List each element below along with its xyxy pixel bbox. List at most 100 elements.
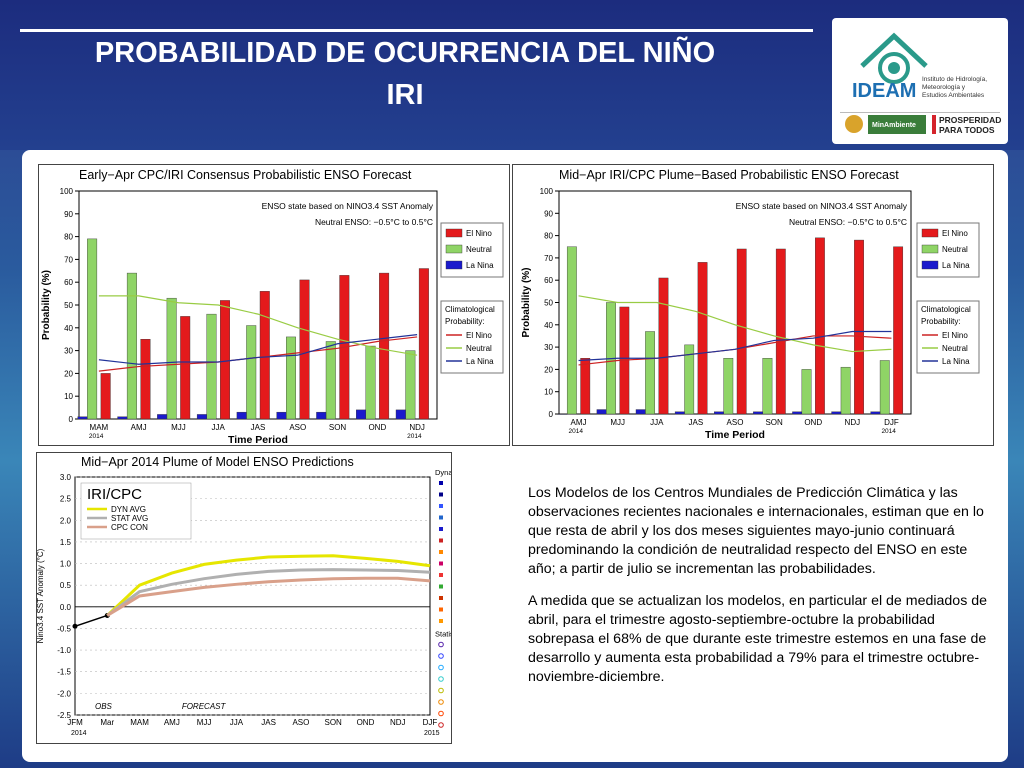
bar-neutral	[645, 331, 655, 415]
title-line-2: IRI	[386, 79, 424, 111]
ideam-logo: IDEAM Instituto de Hidrología, Meteorolo…	[840, 32, 1001, 135]
x-axis-label: Time Period	[228, 434, 288, 445]
climatology-legend-label: Neutral	[466, 344, 492, 353]
dynamical-model-marker	[439, 573, 443, 577]
bar-la-nina	[316, 411, 327, 420]
y-tick-label: -2.5	[57, 711, 71, 720]
dynamical-model-marker	[439, 596, 443, 600]
consensus-forecast-chart: Early−Apr CPC/IRI Consensus Probabilisti…	[41, 168, 504, 446]
statistical-model-marker	[438, 676, 444, 682]
dynamical-model-marker	[439, 619, 443, 623]
y-tick-label: 80	[64, 233, 73, 242]
x-tick-label: MAM	[130, 718, 149, 727]
chart-title: Mid−Apr 2014 Plume of Model ENSO Predict…	[81, 455, 354, 469]
bar-neutral	[87, 238, 98, 420]
y-tick-label: 1.0	[60, 560, 72, 569]
x-tick-label: OND	[357, 718, 375, 727]
obs-point	[72, 623, 78, 629]
x-tick-label: JJA	[650, 418, 664, 427]
y-axis-label: Probability (%)	[41, 270, 52, 340]
avg-line-dyn_avg	[106, 554, 431, 617]
statistical-model-marker	[438, 664, 444, 671]
x-tick-label: AMJ	[131, 423, 147, 432]
legend-label: El Nino	[466, 229, 492, 238]
x-tick-label: ASO	[727, 418, 744, 427]
x-tick-label: ASO	[292, 718, 309, 727]
x-tick-label: JJA	[230, 718, 244, 727]
x-axis-label: Time Period	[705, 429, 765, 441]
logo-tagline-3: Estudios Ambientales	[922, 92, 985, 99]
bar-la-nina	[117, 416, 128, 420]
legend-label: El Nino	[942, 229, 968, 238]
slogan-2: PARA TODOS	[939, 125, 995, 135]
avg-legend-label: DYN AVG	[111, 505, 146, 514]
year-end-label: 2015	[424, 730, 440, 737]
avg-legend-label: CPC CON	[111, 523, 148, 532]
y-tick-label: 80	[544, 232, 553, 241]
model-plume-chart: Mid−Apr 2014 Plume of Model ENSO Predict…	[36, 455, 495, 737]
climatology-legend-label: El Nino	[466, 331, 492, 340]
x-tick-label: OND	[368, 423, 386, 432]
legend-swatch	[921, 260, 939, 270]
x-tick-label: JAS	[689, 418, 704, 427]
bar-la-nina	[635, 409, 646, 415]
dynamical-model-marker	[439, 538, 443, 543]
dynamical-model-marker	[439, 561, 443, 566]
legend-box	[80, 482, 192, 540]
climatology-legend-label: El Nino	[942, 331, 968, 340]
bar-neutral	[801, 369, 812, 415]
bar-neutral	[762, 358, 773, 415]
ministry-badge	[868, 115, 926, 134]
y-tick-label: -1.5	[57, 668, 71, 677]
bar-el-nino	[180, 316, 191, 420]
avg-line-stat_avg	[106, 568, 431, 617]
bar-el-nino	[893, 246, 904, 415]
x-tick-label: JJA	[212, 423, 226, 432]
bar-el-nino	[299, 279, 310, 420]
description-text: Los Modelos de los Centros Mundiales de …	[528, 484, 994, 700]
y-tick-label: 2.5	[60, 495, 72, 504]
y-tick-label: 20	[544, 365, 553, 374]
bar-el-nino	[854, 239, 864, 415]
year-start-label: 2014	[71, 730, 87, 737]
legend-swatch	[921, 244, 939, 254]
y-tick-label: 0.5	[60, 581, 72, 590]
bar-neutral	[684, 344, 695, 415]
bar-el-nino	[697, 262, 708, 415]
y-tick-label: 10	[64, 392, 73, 401]
bar-la-nina	[792, 411, 803, 415]
y-tick-label: 100	[540, 187, 554, 196]
y-tick-label: 0	[69, 415, 74, 424]
x-tick-label: MJJ	[610, 418, 625, 427]
legend-swatch	[445, 244, 463, 254]
description-paragraph-1: Los Modelos de los Centros Mundiales de …	[528, 485, 984, 577]
statistical-model-marker	[438, 687, 444, 694]
logo-tagline-2: Meteorología y	[922, 84, 966, 91]
statistical-model-marker	[438, 641, 444, 648]
x-tick-label: SON	[765, 418, 783, 427]
y-tick-label: 90	[544, 209, 553, 218]
bar-la-nina	[674, 411, 685, 415]
obs-label: OBS	[95, 702, 113, 711]
obs-line	[74, 614, 108, 628]
bar-el-nino	[775, 248, 786, 415]
statistical-model-marker	[438, 722, 444, 728]
x-tick-label: MAM	[90, 423, 109, 432]
climatology-subtitle: Probability:	[445, 317, 485, 326]
bar-el-nino	[815, 237, 825, 415]
bar-la-nina	[870, 411, 881, 415]
x-tick-label: AMJ	[571, 418, 587, 427]
y-tick-label: 0.0	[60, 603, 72, 612]
statistical-model-marker	[438, 653, 444, 659]
bar-neutral	[206, 313, 217, 420]
bar-el-nino	[580, 358, 591, 415]
bar-la-nina	[395, 409, 406, 420]
x-tick-label: NDJ	[409, 423, 425, 432]
dynamical-model-marker	[439, 550, 443, 554]
bar-neutral	[325, 341, 336, 420]
bar-la-nina	[236, 411, 247, 420]
x-tick-label: SON	[325, 718, 343, 727]
bar-neutral	[365, 345, 376, 420]
plume-forecast-chart: Mid−Apr IRI/CPC Plume−Based Probabilisti…	[521, 168, 980, 441]
house-roof-icon	[860, 32, 928, 68]
